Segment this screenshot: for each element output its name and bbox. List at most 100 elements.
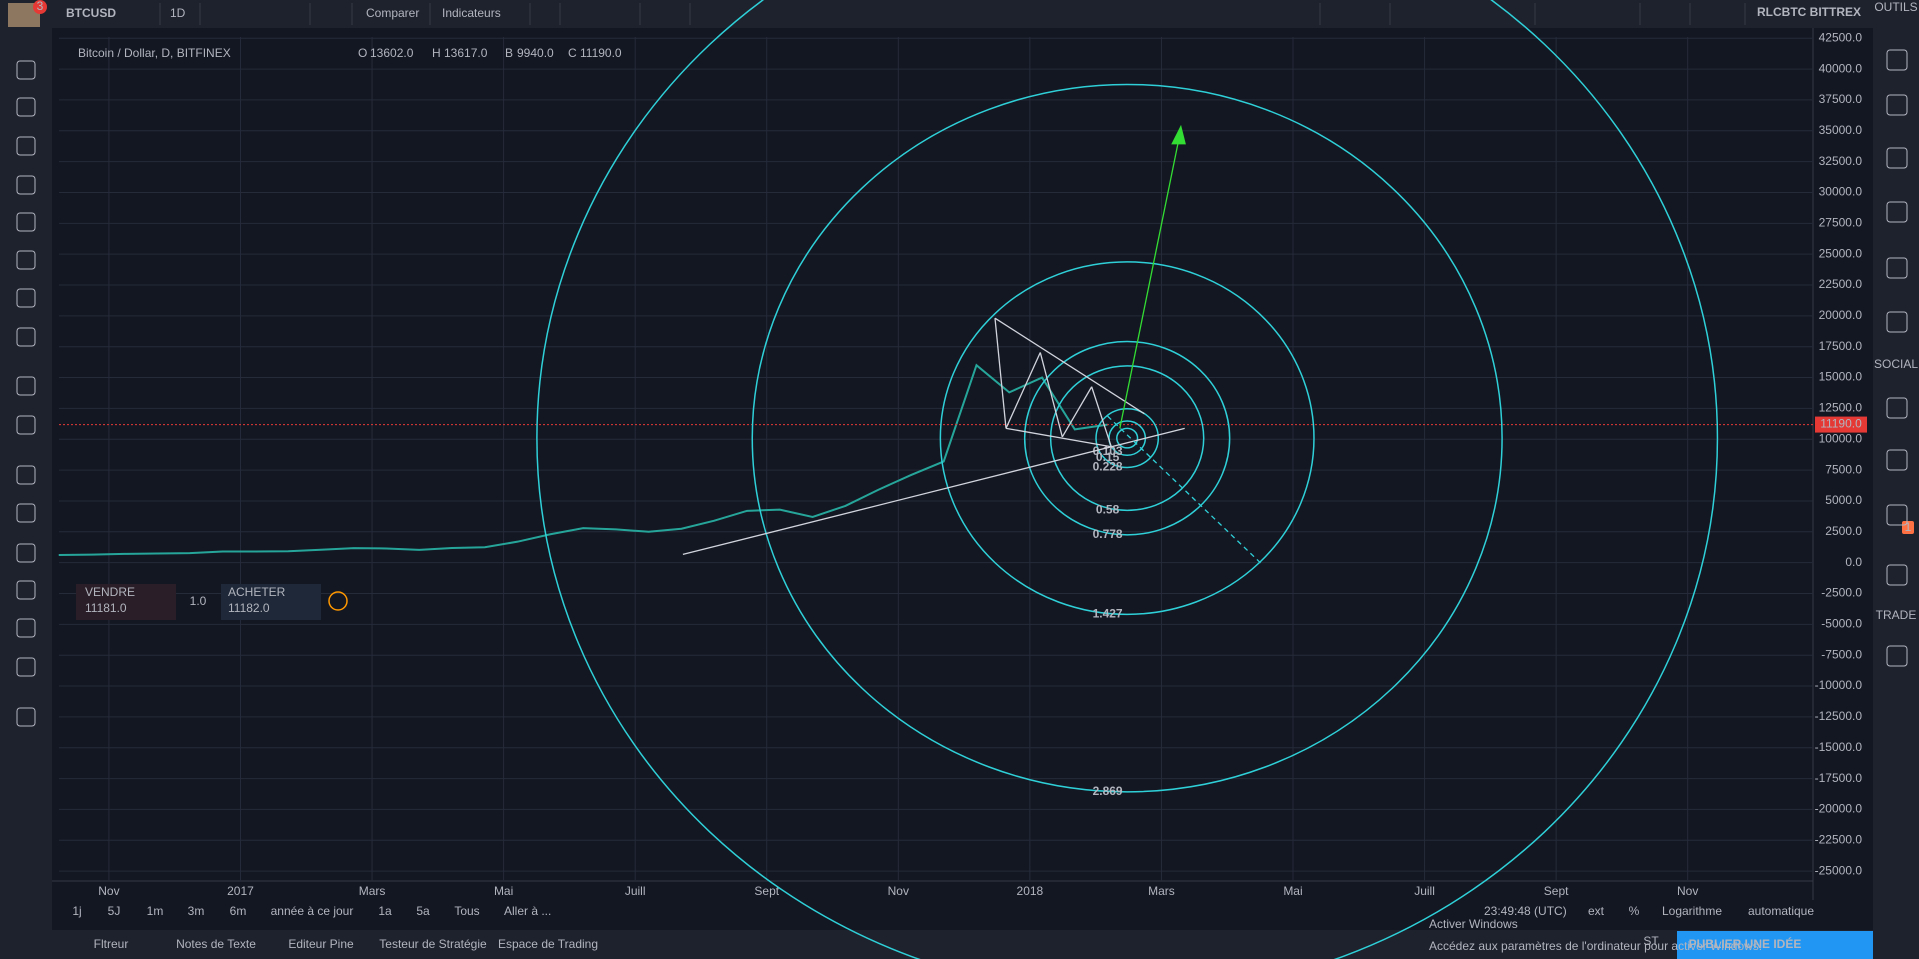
indicators-button[interactable]: Indicateurs xyxy=(442,6,501,20)
range-button[interactable]: année à ce jour xyxy=(271,904,354,918)
time-label: Nov xyxy=(888,884,909,898)
sidebar-icon[interactable] xyxy=(1886,49,1908,71)
sidebar-icon[interactable] xyxy=(1886,504,1908,526)
tool-icon[interactable] xyxy=(16,415,36,435)
info-icon xyxy=(328,591,348,611)
price-tick-label: -10000.0 xyxy=(1815,678,1863,692)
symbol[interactable]: BTCUSD xyxy=(66,6,116,20)
tool-icon[interactable] xyxy=(16,503,36,523)
bottom-tab[interactable]: Editeur Pine xyxy=(288,937,354,951)
bottom-tab[interactable]: Espace de Trading xyxy=(498,937,598,951)
price-tick-label: 27500.0 xyxy=(1819,215,1863,229)
price-tick-label: -12500.0 xyxy=(1815,709,1863,723)
tool-icon[interactable] xyxy=(16,175,36,195)
sidebar-icon[interactable] xyxy=(1886,311,1908,333)
buy-price[interactable]: 11182.0 xyxy=(228,601,270,615)
tool-icon[interactable] xyxy=(16,707,36,727)
tool-icon[interactable] xyxy=(16,60,36,80)
range-button[interactable]: 6m xyxy=(230,904,247,918)
goto-button[interactable]: Aller à ... xyxy=(504,904,551,918)
sell-price[interactable]: 11181.0 xyxy=(85,601,127,615)
tool-icon[interactable] xyxy=(16,288,36,308)
tool-icon[interactable] xyxy=(16,212,36,232)
axis-option[interactable]: % xyxy=(1629,904,1640,918)
bottom-tab[interactable]: Fltreur xyxy=(94,937,129,951)
tool-icon[interactable] xyxy=(16,327,36,347)
tool-icon[interactable] xyxy=(16,657,36,677)
range-button[interactable]: Tous xyxy=(454,904,479,918)
axis-option[interactable]: automatique xyxy=(1748,904,1814,918)
ohlc-value: 13617.0 xyxy=(444,46,488,60)
price-tick-label: 10000.0 xyxy=(1819,431,1863,445)
range-button[interactable]: 1a xyxy=(378,904,392,918)
tools-tab[interactable]: OUTILS xyxy=(1874,0,1917,14)
clock: 23:49:48 (UTC) xyxy=(1484,904,1567,918)
time-label: Juill xyxy=(625,884,646,898)
fib-level-label: 1.427 xyxy=(1093,607,1123,621)
tool-icon[interactable] xyxy=(16,618,36,638)
tool-icon[interactable] xyxy=(16,465,36,485)
buy-box xyxy=(221,584,321,620)
tool-icon[interactable] xyxy=(16,136,36,156)
range-button[interactable]: 1j xyxy=(72,904,81,918)
range-button[interactable]: 3m xyxy=(188,904,205,918)
tool-icon[interactable] xyxy=(16,580,36,600)
price-axis xyxy=(1813,28,1873,900)
compare-button[interactable]: Comparer xyxy=(366,6,419,20)
range-button[interactable]: 5J xyxy=(108,904,121,918)
price-tick-label: -7500.0 xyxy=(1821,647,1862,661)
price-line xyxy=(58,363,1108,557)
interval[interactable]: 1D xyxy=(170,6,186,20)
time-label: Sept xyxy=(754,884,779,898)
bottom-tab[interactable]: Testeur de Stratégie xyxy=(379,937,487,951)
range-button[interactable]: 5a xyxy=(416,904,430,918)
axis-option[interactable]: Logarithme xyxy=(1662,904,1722,918)
notif-badge-text: 1 xyxy=(1905,520,1912,534)
price-tick-label: 37500.0 xyxy=(1819,92,1863,106)
fib-level-label: 0.58 xyxy=(1096,503,1120,517)
price-tick-label: 20000.0 xyxy=(1819,308,1863,322)
tool-icon[interactable] xyxy=(16,97,36,117)
sidebar-icon[interactable] xyxy=(1886,645,1908,667)
tool-icon[interactable] xyxy=(16,250,36,270)
time-label: Nov xyxy=(1677,884,1698,898)
arrow-head xyxy=(1171,124,1186,145)
trend-line xyxy=(682,427,1185,556)
fib-circle xyxy=(751,83,1503,793)
sidebar-icon[interactable] xyxy=(1886,147,1908,169)
sidebar-icon[interactable] xyxy=(1886,201,1908,223)
publish-label[interactable]: PUBLIER UNE IDÉE xyxy=(1689,936,1802,951)
sell-label[interactable]: VENDRE xyxy=(85,585,135,599)
range-bar xyxy=(52,900,1873,924)
tool-icon[interactable] xyxy=(16,543,36,563)
sidebar-icon[interactable] xyxy=(1886,94,1908,116)
sidebar-icon[interactable] xyxy=(1886,257,1908,279)
range-button[interactable]: 1m xyxy=(147,904,164,918)
axis-option[interactable]: ext xyxy=(1588,904,1605,918)
ohlc-label: C xyxy=(568,46,577,60)
pattern-line xyxy=(994,318,1007,429)
sidebar-icon[interactable] xyxy=(1886,564,1908,586)
pattern-line xyxy=(1061,386,1093,438)
fib-circle xyxy=(939,261,1315,616)
price-tick-label: -22500.0 xyxy=(1815,832,1863,846)
fib-circle xyxy=(1095,408,1160,469)
fib-circle xyxy=(1049,365,1205,512)
ohlc-value: 13602.0 xyxy=(370,46,414,60)
publish-button[interactable] xyxy=(1677,931,1873,959)
tool-icon[interactable] xyxy=(16,376,36,396)
bottom-tab[interactable]: Notes de Texte xyxy=(176,937,256,951)
watchlist-symbol[interactable]: RLCBTC BITTREX xyxy=(1757,5,1861,19)
price-tick-label: 17500.0 xyxy=(1819,339,1863,353)
ohlc-label: H xyxy=(432,46,441,60)
buy-label[interactable]: ACHETER xyxy=(228,585,286,599)
price-tick-label: 12500.0 xyxy=(1819,401,1863,415)
sidebar-icon[interactable] xyxy=(1886,397,1908,419)
price-tick-label: -25000.0 xyxy=(1815,863,1863,877)
notif-badge xyxy=(1902,521,1914,534)
ohlc-value: 11190.0 xyxy=(580,46,622,60)
last-price-tag xyxy=(1815,416,1867,433)
last-price-text: 11190.0 xyxy=(1820,417,1862,431)
sidebar-icon[interactable] xyxy=(1886,449,1908,471)
